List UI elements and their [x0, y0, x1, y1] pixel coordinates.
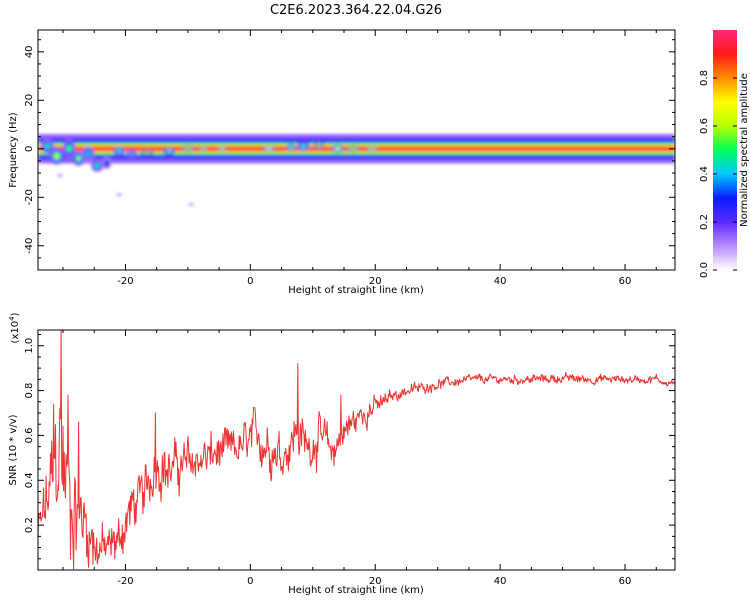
spectrogram-heat-cell [77, 156, 80, 161]
figure-title: C2E6.2023.364.22.04.G26 [270, 3, 442, 18]
spectrogram-outlier-cell [58, 174, 61, 177]
spectrogram-heat-cell [370, 147, 374, 150]
spectrogram-heat-cell [289, 146, 292, 149]
spectrogram-x-tick-label: 60 [619, 276, 632, 287]
snr-x-tick-label: 60 [619, 576, 632, 587]
snr-frame [37, 329, 676, 571]
spectrogram-heat-cell [352, 147, 355, 150]
spectrogram-heat-cell [105, 162, 108, 165]
spectrogram-x-label: Height of straight line (km) [288, 285, 424, 296]
spectrogram-heat-cell [145, 151, 149, 154]
snr-y-tick-label: 1.0 [24, 338, 35, 354]
spectrogram-y-tick-label: -40 [24, 238, 35, 254]
snr-series-line [38, 330, 675, 570]
snr-plot-area [38, 330, 675, 570]
snr-y-tick-label: 0.4 [24, 472, 35, 488]
snr-x-tick-label: 20 [369, 576, 382, 587]
snr-x-tick-label: -20 [117, 576, 133, 587]
snr-y-label: SNR (10 * v/v) [8, 414, 19, 485]
spectrogram-heat-cell [336, 147, 340, 150]
colorbar-ticks: 0.0 0.2 0.4 0.6 0.8 [699, 70, 737, 278]
snr-y-multiplier: (x104) [8, 312, 21, 343]
spectrogram-panel: -20 0 20 40 60 -40 -20 0 20 40 Height of straight… [8, 29, 676, 296]
snr-x-tick-label: 0 [247, 576, 253, 587]
spectrogram-y-tick-label: 0 [24, 146, 35, 152]
spectrogram-x-tick-label: 0 [247, 276, 253, 287]
spectrogram-heat-cell [95, 164, 99, 168]
colorbar-label: Normalized spectral amplitude [739, 73, 750, 227]
spectrogram-heat-cells [38, 134, 675, 206]
spectrogram-heat-cell [202, 147, 205, 150]
snr-x-label: Height of straight line (km) [288, 585, 424, 596]
spectrogram-x-tick-label: -20 [117, 276, 133, 287]
spectrogram-heat-cell [302, 145, 305, 148]
colorbar-tick-label: 0.2 [699, 214, 710, 230]
snr-x-tick-label: 40 [494, 576, 507, 587]
colorbar-scale [713, 30, 737, 270]
spectrogram-outlier-cell [190, 203, 193, 206]
spectrogram-heat-cell [117, 150, 121, 153]
snr-y-tick-label: 0.6 [24, 427, 35, 443]
spectrogram-heat-cell [167, 150, 171, 153]
spectrogram-y-tick-label: 40 [24, 45, 35, 58]
colorbar-tick-label: 0.8 [699, 70, 710, 86]
colorbar: 0.0 0.2 0.4 0.6 0.8 Normalized spectral ampl… [699, 30, 750, 278]
spectrogram-x-tick-label: 20 [369, 276, 382, 287]
spectrogram-y-label: Frequency (Hz) [8, 112, 19, 188]
spectrogram-heat-cell [267, 147, 271, 150]
spectrogram-heat-cell [186, 147, 190, 150]
snr-panel: -20 0 20 40 60 0.2 0.4 0.6 0.8 1.0 Height of stra… [8, 312, 676, 596]
spectrogram-y-tick-label: -20 [24, 189, 35, 205]
spectrogram-heat-cell [130, 152, 133, 155]
spectrogram-frame [37, 29, 676, 271]
colorbar-tick-label: 0.6 [699, 118, 710, 134]
spectrogram-y-tick-label: 20 [24, 94, 35, 107]
spectrogram-plot-area [38, 134, 675, 206]
spectrogram-heat-cell [221, 147, 224, 150]
snr-y-tick-label: 0.2 [24, 517, 35, 533]
snr-axes: -20 0 20 40 60 0.2 0.4 0.6 0.8 1.0 [24, 330, 675, 587]
spectrogram-heat-cell [67, 146, 71, 151]
colorbar-tick-label: 0.4 [699, 166, 710, 182]
snr-y-tick-label: 0.8 [24, 383, 35, 399]
spectrogram-heat-cell [86, 152, 90, 156]
spectrogram-outlier-cell [118, 193, 121, 196]
spectrogram-heat-cell [45, 144, 49, 148]
spectrogram-heat-cell [55, 154, 59, 158]
spectrogram-heat-cell [317, 144, 321, 147]
spectrogram-axes: -20 0 20 40 60 -40 -20 0 20 40 [24, 30, 675, 287]
spectrogram-x-tick-label: 40 [494, 276, 507, 287]
colorbar-tick-label: 0.0 [699, 262, 710, 278]
